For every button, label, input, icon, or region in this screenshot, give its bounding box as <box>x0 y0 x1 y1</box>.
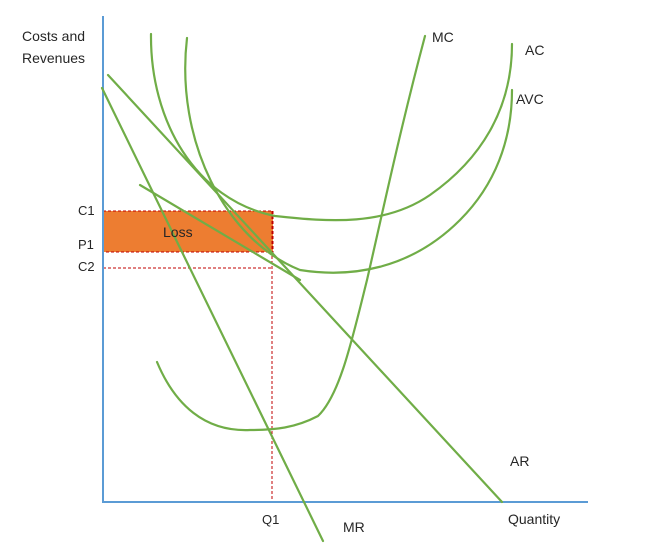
mr-curve <box>100 86 325 543</box>
ar-label: AR <box>510 453 529 469</box>
mc-curve <box>155 34 427 432</box>
ac-curve <box>149 32 514 222</box>
mr-label: MR <box>343 519 365 535</box>
ac-label: AC <box>525 42 544 58</box>
c2-label: C2 <box>78 259 95 274</box>
mc-label: MC <box>432 29 454 45</box>
x-axis-label: Quantity <box>508 511 560 527</box>
q1-label: Q1 <box>262 512 279 527</box>
demand-line-2 <box>138 183 302 282</box>
avc-label: AVC <box>516 91 544 107</box>
avc-curve <box>184 36 514 274</box>
c1-label: C1 <box>78 203 95 218</box>
p1-label: P1 <box>78 237 94 252</box>
ar-curve <box>106 73 504 504</box>
y-axis-label-line2: Revenues <box>22 50 85 66</box>
y-axis-label-line1: Costs and <box>22 28 85 44</box>
loss-label: Loss <box>163 224 193 240</box>
